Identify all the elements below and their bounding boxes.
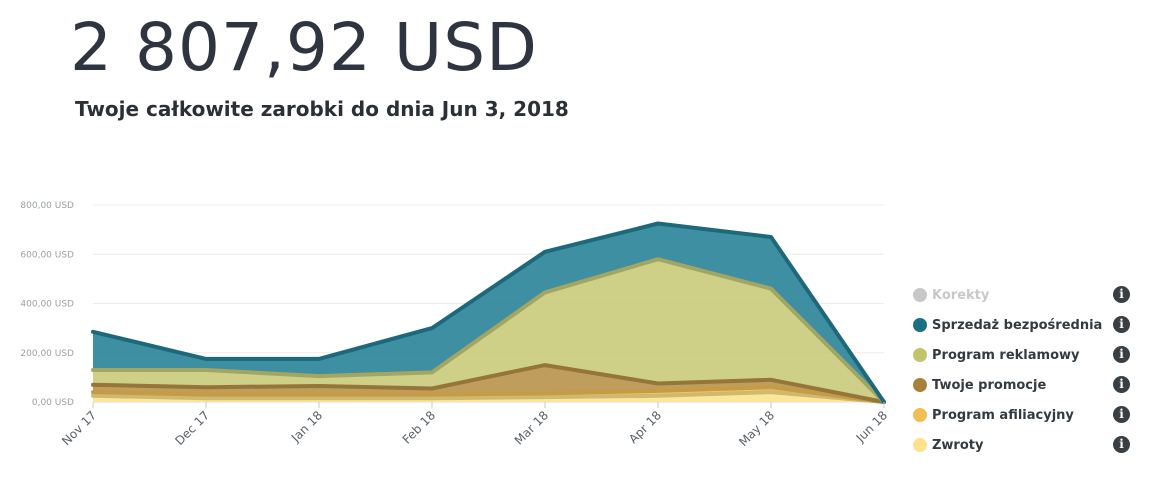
x-tick-label: Feb 18 <box>400 408 438 446</box>
legend-swatch <box>913 318 927 332</box>
y-tick-label: 400,00 USD <box>20 300 74 310</box>
info-icon[interactable]: i <box>1113 436 1130 453</box>
legend-label: Program reklamowy <box>932 347 1080 363</box>
area-program-reklamowy <box>93 259 884 402</box>
legend-swatch <box>913 378 927 392</box>
legend-item-program-reklamowy[interactable]: Program reklamowy i <box>908 340 1138 370</box>
legend-label: Program afiliacyjny <box>932 407 1074 423</box>
y-tick-label: 600,00 USD <box>20 250 74 260</box>
line-zwroty <box>91 390 886 404</box>
x-tick-label: Dec 17 <box>172 408 212 448</box>
legend-swatch <box>913 348 927 362</box>
legend-label: Sprzedaż bezpośrednia <box>932 317 1103 333</box>
legend-swatch <box>913 288 927 302</box>
x-tick-label: Nov 17 <box>59 408 99 448</box>
legend-label: Twoje promocje <box>932 377 1047 393</box>
x-tick-label: Mar 18 <box>512 408 551 447</box>
y-tick-label: 0,00 USD <box>32 398 74 408</box>
info-icon[interactable]: i <box>1113 346 1130 363</box>
x-tick-label: Apr 18 <box>626 408 664 446</box>
legend-item-korekty[interactable]: Korekty i <box>908 280 1138 310</box>
legend-item-sprzedaz-bezposrednia[interactable]: Sprzedaż bezpośrednia i <box>908 310 1138 340</box>
y-tick-label: 200,00 USD <box>20 349 74 359</box>
legend-item-zwroty[interactable]: Zwroty i <box>908 430 1138 460</box>
legend-item-twoje-promocje[interactable]: Twoje promocje i <box>908 370 1138 400</box>
x-tick-label: Jun 18 <box>853 408 890 445</box>
line-program-reklamowy <box>91 257 886 404</box>
y-tick-label: 800,00 USD <box>20 201 74 211</box>
x-tick-label: May 18 <box>736 408 777 449</box>
x-tick-label: Jan 18 <box>288 408 325 445</box>
line-program-afiliacyjny <box>91 385 886 404</box>
y-tick-labels: 0,00 USD 200,00 USD 400,00 USD 600,00 USD 80… <box>20 201 74 408</box>
total-earnings: 2 807,92 USD <box>70 9 538 86</box>
area-sprzedaż-bezpośrednia <box>93 223 884 402</box>
x-tick-labels: Nov 17 Dec 17 Jan 18 Feb 18 Mar 18 Apr 18 May … <box>59 402 890 449</box>
earnings-subtitle: Twoje całkowite zarobki do dnia Jun 3, 2… <box>75 97 569 121</box>
legend-label: Korekty <box>932 287 990 303</box>
chart-areas <box>91 221 886 404</box>
info-icon[interactable]: i <box>1113 316 1130 333</box>
info-icon[interactable]: i <box>1113 406 1130 423</box>
legend-label: Zwroty <box>932 437 984 453</box>
legend-swatch <box>913 408 927 422</box>
chart-legend: Korekty i Sprzedaż bezpośrednia i Progra… <box>908 280 1138 460</box>
legend-item-program-afiliacyjny[interactable]: Program afiliacyjny i <box>908 400 1138 430</box>
legend-swatch <box>913 438 927 452</box>
line-sprzedaż-bezpośrednia <box>91 221 886 404</box>
info-icon[interactable]: i <box>1113 376 1130 393</box>
info-icon[interactable]: i <box>1113 286 1130 303</box>
line-twoje-promocje <box>91 363 886 404</box>
